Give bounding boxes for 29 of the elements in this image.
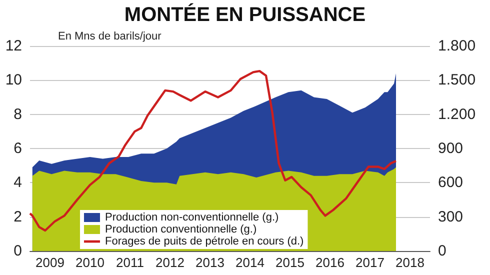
y-tick-label: 8 <box>14 106 22 123</box>
y-tick-label: 10 <box>5 72 22 89</box>
y2-tick-label: 900 <box>438 140 464 157</box>
chart-title: MONTÉE EN PUISSANCE <box>124 3 366 26</box>
y2-tick-label: 300 <box>438 208 464 226</box>
x-tick-label: 2009 <box>36 255 64 270</box>
x-tick-label: 2015 <box>276 255 304 270</box>
x-tick-label: 2016 <box>316 255 344 270</box>
y2-tick-label: 600 <box>438 174 464 192</box>
y2-tick-label: 1.200 <box>438 106 476 123</box>
y-tick-label: 0 <box>14 242 22 260</box>
y-tick-label: 4 <box>14 174 22 192</box>
x-tick-label: 2010 <box>76 255 104 270</box>
x-tick-label: 2012 <box>156 255 184 270</box>
x-tick-label: 2011 <box>116 255 144 270</box>
y2-tick-label: 1.800 <box>438 38 476 54</box>
y-tick-label: 2 <box>14 208 22 226</box>
x-tick-label: 2013 <box>196 255 224 270</box>
y-tick-label: 6 <box>14 140 22 157</box>
x-tick-label: 2014 <box>236 255 264 270</box>
y2-tick-label: 0 <box>438 242 446 260</box>
legend-label: Production conventionnelle (g.) <box>105 224 257 236</box>
y-axis-title: En Mns de barils/jour <box>58 30 162 42</box>
legend-label: Production non-conventionnelle (g.) <box>105 212 279 224</box>
y2-tick-label: 1.500 <box>438 72 476 89</box>
x-tick-label: 2017 <box>356 255 384 270</box>
x-tick-label: 2018 <box>396 255 424 270</box>
y-tick-label: 12 <box>5 38 22 54</box>
legend-label: Forages de puits de pétrole en cours (d.) <box>105 236 304 248</box>
